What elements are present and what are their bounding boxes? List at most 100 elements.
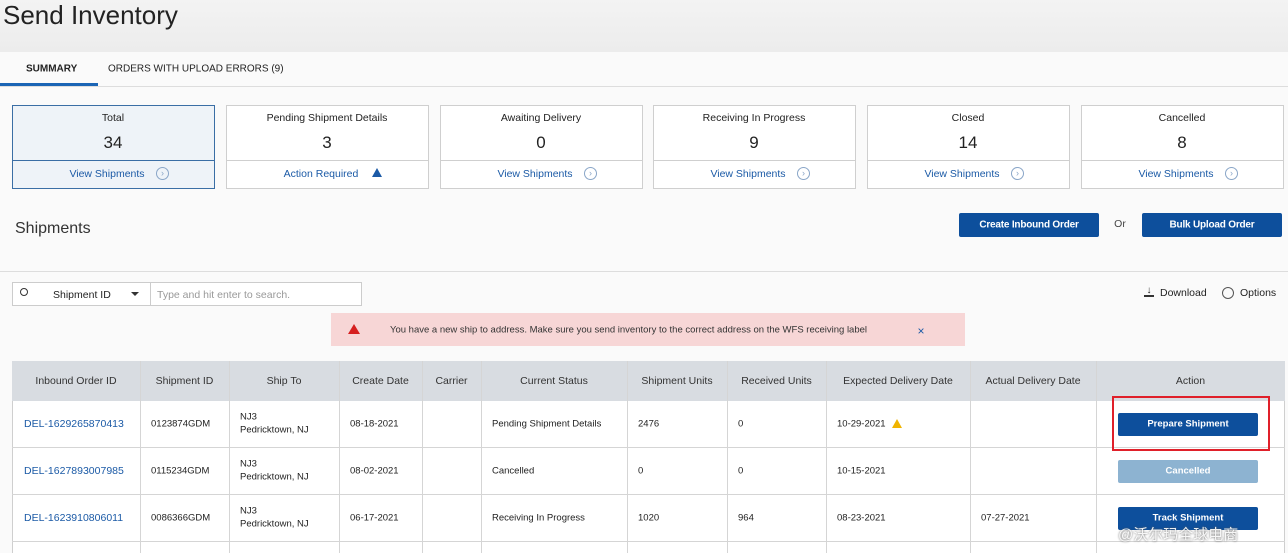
column-header: Ship To (266, 375, 302, 387)
summary-card[interactable] (226, 105, 429, 189)
warning-icon (372, 168, 382, 177)
column-divider (229, 361, 230, 553)
cell-text: 0 (638, 465, 644, 477)
cell-text: Pending Shipment Details (492, 418, 602, 430)
row-divider (12, 494, 1285, 495)
cell-text: NJ3 (240, 505, 257, 517)
cell-text: 10-29-2021 (837, 418, 886, 430)
cell-text: NJ3 (240, 458, 257, 470)
cell-text: 0086366GDM (151, 512, 211, 524)
card-link[interactable]: View Shipments (710, 168, 786, 180)
column-divider (627, 361, 628, 553)
summary-card[interactable] (12, 105, 215, 189)
search-field[interactable]: Shipment ID (53, 289, 111, 301)
cell-text: 08-18-2021 (350, 418, 399, 430)
cell-text: Cancelled (492, 465, 535, 477)
button-label[interactable]: Track Shipment (1152, 512, 1224, 524)
options-icon (1222, 287, 1234, 299)
summary-card[interactable] (867, 105, 1070, 189)
tab[interactable]: SUMMARY (26, 63, 78, 75)
card-count: 3 (322, 133, 332, 152)
primary-button[interactable] (1142, 213, 1282, 237)
arrow-icon: › (156, 167, 169, 180)
alert-banner (331, 313, 965, 346)
card-count: 0 (536, 133, 546, 152)
search-divider (150, 283, 151, 305)
card-divider (1081, 160, 1284, 161)
card-link[interactable]: View Shipments (924, 168, 1000, 180)
cell-text: 0115234GDM (151, 465, 210, 477)
cell-text: Pedricktown, NJ (240, 424, 309, 436)
search-input[interactable]: Type and hit enter to search. (157, 289, 291, 301)
action-button[interactable] (1118, 507, 1258, 530)
card-count: 14 (958, 133, 978, 152)
column-divider (727, 361, 728, 553)
tab[interactable]: ORDERS WITH UPLOAD ERRORS (9) (108, 63, 284, 75)
cell-text: 08-23-2021 (837, 512, 886, 524)
tool-link[interactable]: Download (1160, 287, 1207, 299)
cell-text: 08-02-2021 (350, 465, 399, 477)
summary-card[interactable] (1081, 105, 1284, 189)
column-header: Shipment ID (155, 375, 214, 387)
card-divider (12, 160, 215, 161)
order-link[interactable]: DEL-1623910806011 (24, 512, 124, 524)
summary-card[interactable] (653, 105, 856, 189)
column-header: Inbound Order ID (35, 375, 117, 387)
button-label[interactable]: Bulk Upload Order (1169, 219, 1255, 231)
card-label: Receiving In Progress (702, 112, 806, 124)
order-link[interactable]: DEL-1627893007985 (24, 465, 124, 477)
search-box[interactable] (12, 282, 362, 306)
column-header: Received Units (741, 375, 812, 387)
table-header (12, 361, 1285, 401)
alert-icon (348, 324, 360, 334)
column-header: Shipment Units (641, 375, 713, 387)
column-header: Carrier (435, 375, 468, 387)
cell-text: 10-15-2021 (837, 465, 886, 477)
button-label[interactable]: Create Inbound Order (979, 219, 1079, 231)
alert-text: You have a new ship to address. Make sur… (390, 324, 868, 336)
button-label: Cancelled (1165, 465, 1211, 477)
cell-text: Pedricktown, NJ (240, 518, 309, 530)
order-link[interactable]: DEL-1629265870413 (24, 418, 124, 430)
column-divider (140, 361, 141, 553)
page-title: Send Inventory (3, 0, 178, 30)
card-divider (440, 160, 643, 161)
cell-text: 07-27-2021 (981, 512, 1030, 524)
card-count: 8 (1177, 133, 1187, 152)
card-count: 34 (103, 133, 123, 152)
arrow-icon: › (1225, 167, 1238, 180)
card-divider (653, 160, 856, 161)
summary-card[interactable] (440, 105, 643, 189)
column-header: Current Status (520, 375, 588, 387)
alert-close[interactable]: × (917, 324, 925, 338)
column-divider (1096, 361, 1097, 553)
card-link[interactable]: View Shipments (497, 168, 573, 180)
action-button[interactable] (1118, 413, 1258, 436)
tab-underline (0, 83, 98, 86)
primary-button[interactable] (959, 213, 1099, 237)
card-divider (867, 160, 1070, 161)
cell-text: 964 (738, 512, 754, 524)
column-divider (339, 361, 340, 553)
separator-text: Or (1114, 218, 1126, 230)
column-divider (970, 361, 971, 553)
column-divider (826, 361, 827, 553)
card-count: 9 (749, 133, 759, 152)
card-link[interactable]: View Shipments (69, 168, 145, 180)
column-header: Action (1175, 375, 1206, 387)
section-divider (0, 271, 1288, 272)
card-label: Cancelled (1158, 112, 1206, 124)
search-icon (20, 288, 28, 296)
card-link[interactable]: Action Required (283, 168, 359, 180)
cell-text: 0123874GDM (151, 418, 211, 430)
card-link[interactable]: View Shipments (1138, 168, 1214, 180)
column-header: Create Date (352, 375, 409, 387)
column-divider (481, 361, 482, 553)
cell-text: NJ3 (240, 411, 257, 423)
button-label[interactable]: Prepare Shipment (1147, 418, 1229, 430)
warning-icon (892, 419, 902, 428)
card-label: Pending Shipment Details (266, 112, 388, 124)
tool-link[interactable]: Options (1240, 287, 1277, 299)
row-divider (12, 447, 1285, 448)
